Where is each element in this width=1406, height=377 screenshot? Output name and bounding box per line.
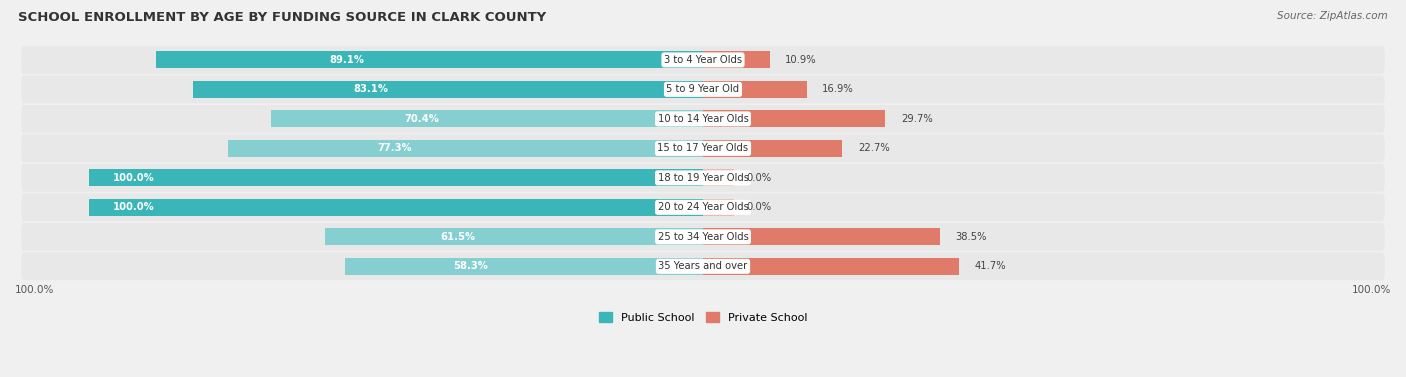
Bar [344, 258, 703, 275]
Bar [703, 228, 939, 245]
FancyBboxPatch shape [21, 193, 1385, 221]
Bar [89, 169, 703, 186]
Text: 77.3%: 77.3% [377, 143, 412, 153]
Bar [193, 81, 703, 98]
FancyBboxPatch shape [21, 46, 1385, 74]
Text: 58.3%: 58.3% [453, 261, 488, 271]
Bar [228, 140, 703, 157]
Text: 3 to 4 Year Olds: 3 to 4 Year Olds [664, 55, 742, 65]
Text: 20 to 24 Year Olds: 20 to 24 Year Olds [658, 202, 748, 212]
Bar [703, 140, 842, 157]
Text: 29.7%: 29.7% [901, 114, 932, 124]
Text: 100.0%: 100.0% [15, 285, 55, 296]
Bar [703, 110, 886, 127]
Bar [703, 51, 770, 69]
Text: 100.0%: 100.0% [1351, 285, 1391, 296]
Text: 35 Years and over: 35 Years and over [658, 261, 748, 271]
FancyBboxPatch shape [21, 135, 1385, 162]
Text: 16.9%: 16.9% [823, 84, 853, 94]
Bar [703, 81, 807, 98]
Text: 41.7%: 41.7% [974, 261, 1007, 271]
Text: 100.0%: 100.0% [114, 173, 155, 183]
Bar [703, 258, 959, 275]
Text: 83.1%: 83.1% [354, 84, 388, 94]
Text: Source: ZipAtlas.com: Source: ZipAtlas.com [1277, 11, 1388, 21]
FancyBboxPatch shape [21, 105, 1385, 133]
Text: 10 to 14 Year Olds: 10 to 14 Year Olds [658, 114, 748, 124]
FancyBboxPatch shape [21, 75, 1385, 103]
Bar [703, 169, 734, 186]
Text: 100.0%: 100.0% [114, 202, 155, 212]
Text: 89.1%: 89.1% [330, 55, 364, 65]
Text: 10.9%: 10.9% [786, 55, 817, 65]
Text: 15 to 17 Year Olds: 15 to 17 Year Olds [658, 143, 748, 153]
FancyBboxPatch shape [21, 253, 1385, 280]
Bar [270, 110, 703, 127]
Bar [156, 51, 703, 69]
Bar [89, 199, 703, 216]
FancyBboxPatch shape [21, 164, 1385, 192]
Text: SCHOOL ENROLLMENT BY AGE BY FUNDING SOURCE IN CLARK COUNTY: SCHOOL ENROLLMENT BY AGE BY FUNDING SOUR… [18, 11, 547, 24]
Text: 5 to 9 Year Old: 5 to 9 Year Old [666, 84, 740, 94]
Text: 22.7%: 22.7% [858, 143, 890, 153]
Text: 38.5%: 38.5% [955, 232, 987, 242]
Text: 25 to 34 Year Olds: 25 to 34 Year Olds [658, 232, 748, 242]
Text: 70.4%: 70.4% [405, 114, 439, 124]
Text: 0.0%: 0.0% [747, 202, 770, 212]
Text: 0.0%: 0.0% [747, 173, 770, 183]
Legend: Public School, Private School: Public School, Private School [595, 308, 811, 327]
Bar [325, 228, 703, 245]
Text: 18 to 19 Year Olds: 18 to 19 Year Olds [658, 173, 748, 183]
Text: 61.5%: 61.5% [440, 232, 475, 242]
Bar [703, 199, 734, 216]
FancyBboxPatch shape [21, 223, 1385, 251]
